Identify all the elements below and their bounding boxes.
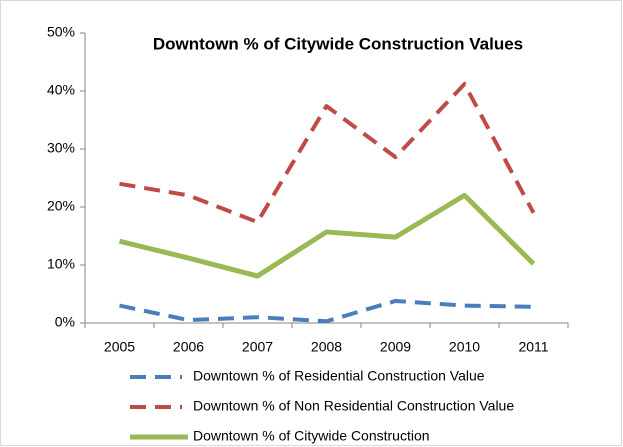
x-tick-label: 2007 [242, 339, 273, 355]
x-tick-label: 2009 [380, 339, 411, 355]
series-line [118, 192, 536, 279]
y-tick-label: 10% [47, 256, 75, 272]
x-tick-label: 2008 [311, 339, 342, 355]
x-tick-label: 2010 [449, 339, 480, 355]
legend-label: Downtown % of Non Residential Constructi… [193, 398, 514, 414]
legend-label: Downtown % of Residential Construction V… [193, 368, 485, 384]
x-tick-label: 2011 [518, 339, 548, 355]
legend-label: Downtown % of Citywide Construction [193, 428, 430, 444]
x-tick-label: 2005 [104, 339, 135, 355]
x-tick-label: 2006 [173, 339, 204, 355]
series-line [119, 82, 536, 225]
y-tick-label: 20% [47, 198, 75, 214]
y-tick-label: 50% [47, 24, 75, 40]
y-tick-label: 30% [47, 140, 75, 156]
series-line [119, 298, 534, 324]
y-tick-label: 40% [47, 82, 75, 98]
chart-title: Downtown % of Citywide Construction Valu… [153, 34, 523, 53]
y-tick-label: 0% [55, 314, 75, 330]
